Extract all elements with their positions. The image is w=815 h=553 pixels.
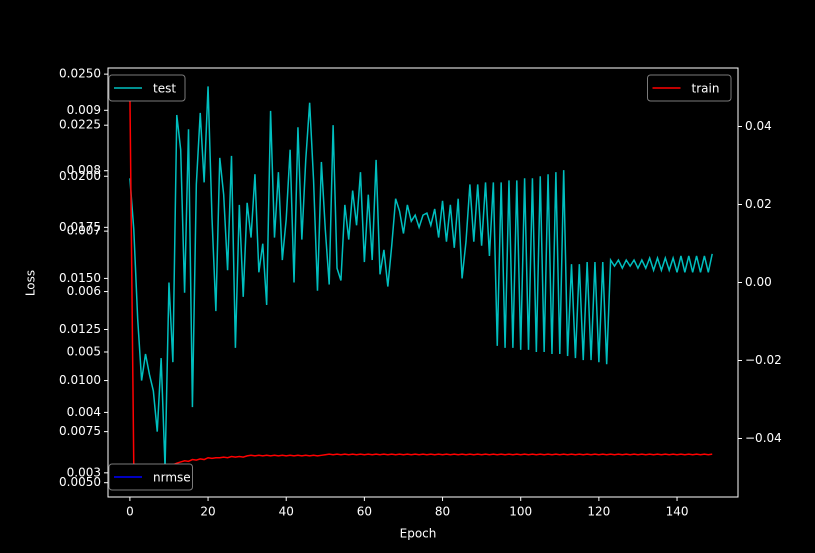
x-tick-label: 100 [509,505,532,519]
series-line [129,86,713,469]
x-tick-label: 20 [200,505,215,519]
legend-box [108,74,186,102]
y-tick-label: 0.004 [67,405,101,419]
y-tick-label: 0.006 [67,284,101,298]
y2-tick-label: 0.04 [745,119,772,133]
x-tick-label: 80 [435,505,450,519]
plot-lines [129,86,713,477]
legend-label: test [153,82,176,96]
y-tick-label: 0.009 [67,103,101,117]
x-axis-label: Epoch [400,527,437,541]
legend-label: nrmse [153,471,191,485]
y-tick-label: 0.0175 [59,220,101,234]
y-tick-label: 0.0050 [59,475,101,489]
y-axis-label: Loss [24,270,38,296]
y-tick-label: 0.007 [67,224,101,238]
y-tick-label: 0.0200 [59,169,101,183]
series-line [129,92,713,477]
legend-box [108,463,193,491]
y-tick-label: 0.0100 [59,373,101,387]
y-tick-label: 0.0250 [59,67,101,81]
y-tick-label: 0.003 [67,465,101,479]
legend-box [647,74,732,102]
y2-tick-label: −0.02 [745,353,782,367]
x-tick-label: 140 [666,505,689,519]
y-tick-label: 0.008 [67,163,101,177]
y2-tick-label: −0.04 [745,431,782,445]
y-tick-label: 0.0225 [59,118,101,132]
y-tick-label: 0.0125 [59,322,101,336]
y-tick-label: 0.0075 [59,424,101,438]
x-tick-label: 0 [126,505,134,519]
x-tick-label: 120 [587,505,610,519]
y-tick-label: 0.0150 [59,271,101,285]
x-tick-label: 60 [357,505,372,519]
y-tick-label: 0.005 [67,344,101,358]
y2-tick-label: 0.00 [745,275,772,289]
legend-label: train [692,82,720,96]
x-tick-label: 40 [279,505,294,519]
y2-tick-label: 0.02 [745,197,772,211]
